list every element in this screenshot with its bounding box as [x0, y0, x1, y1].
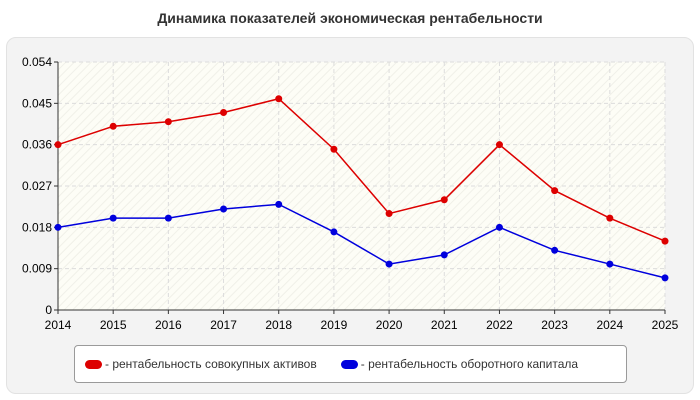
x-tick-label: 2020	[376, 318, 403, 332]
data-point	[330, 228, 338, 236]
data-point	[109, 214, 117, 222]
chart-title: Динамика показателей экономическая рента…	[157, 10, 543, 26]
series-layer	[54, 95, 669, 282]
data-point	[551, 187, 559, 195]
x-tick-label: 2023	[541, 318, 568, 332]
y-tick-label: 0.054	[22, 55, 52, 69]
tick-labels: 0 0.009 0.018 0.027 0.036 0.045 0.054 2014 2015 2…	[22, 55, 679, 332]
legend-swatch-red	[85, 359, 102, 369]
x-tick-label: 2017	[210, 318, 237, 332]
data-point	[661, 274, 669, 282]
legend-label-assets: - рентабельность совокупных активов	[105, 357, 317, 371]
data-point	[220, 109, 228, 117]
data-point	[275, 200, 283, 208]
x-tick-label: 2015	[100, 318, 127, 332]
y-tick-label: 0	[45, 303, 52, 317]
data-point	[275, 95, 283, 103]
data-point	[164, 214, 172, 222]
legend-swatch-blue	[340, 359, 358, 369]
data-point	[164, 118, 172, 126]
data-point	[330, 145, 338, 153]
x-tick-label: 2014	[45, 318, 72, 332]
grid-lines	[58, 61, 666, 310]
y-tick-label: 0.045	[22, 96, 52, 110]
x-tick-label: 2025	[652, 318, 679, 332]
series-line-2	[57, 203, 666, 279]
legend-item-working-capital: - рентабельность оборотного капитала	[340, 357, 579, 371]
legend: - рентабельность совокупных активов - ре…	[74, 345, 627, 383]
legend-item-assets: - рентабельность совокупных активов	[85, 357, 317, 371]
data-point	[54, 141, 62, 149]
data-point	[606, 260, 614, 268]
x-tick-label: 2024	[596, 318, 623, 332]
y-tick-label: 0.027	[22, 179, 52, 193]
data-point	[606, 214, 614, 222]
x-tick-label: 2019	[321, 318, 348, 332]
y-tick-label: 0.009	[22, 262, 52, 276]
data-point	[551, 246, 559, 254]
legend-label-working-capital: - рентабельность оборотного капитала	[360, 357, 579, 371]
y-tick-label: 0.036	[22, 138, 52, 152]
data-point	[385, 210, 393, 218]
series-line-1	[57, 97, 666, 242]
x-tick-label: 2021	[431, 318, 458, 332]
data-point	[440, 251, 448, 259]
y-tick-label: 0.018	[22, 220, 52, 234]
data-point	[440, 196, 448, 204]
data-point	[54, 223, 62, 231]
x-tick-label: 2022	[486, 318, 513, 332]
data-point	[220, 205, 228, 213]
data-point	[495, 223, 503, 231]
data-point	[385, 260, 393, 268]
data-point	[109, 122, 117, 130]
x-tick-label: 2018	[265, 318, 292, 332]
data-point	[495, 141, 503, 149]
x-tick-label: 2016	[155, 318, 182, 332]
data-point	[661, 237, 669, 245]
